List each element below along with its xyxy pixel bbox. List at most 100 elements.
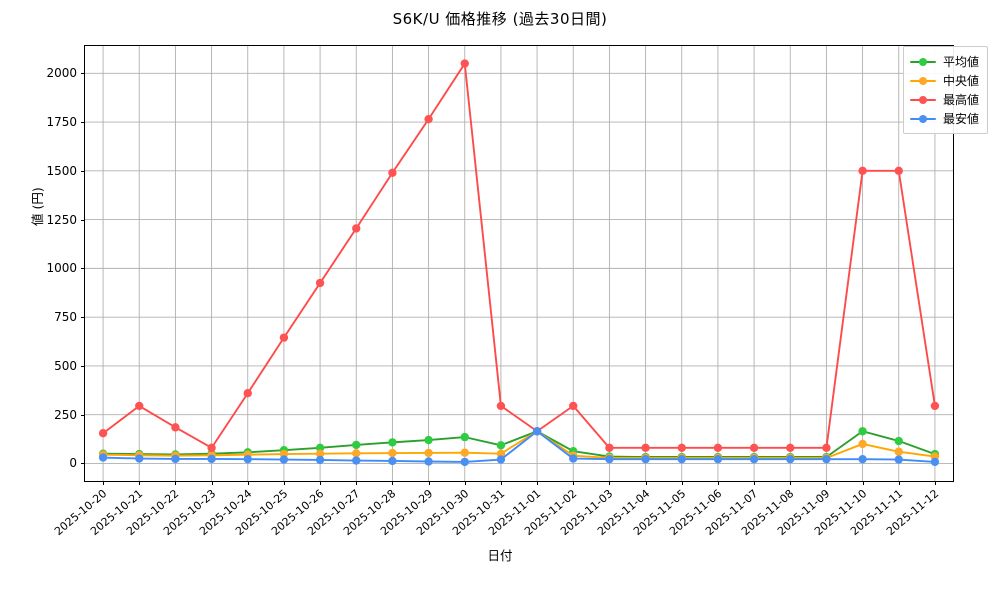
y-axis-tick-mark — [81, 268, 85, 270]
series-point — [424, 435, 433, 445]
legend-item[interactable]: 最安値 — [909, 109, 979, 128]
series-point — [243, 389, 252, 398]
series-point — [569, 454, 578, 463]
x-axis-tick-mark — [537, 481, 539, 485]
series-point — [171, 423, 180, 432]
x-axis-tick-mark — [934, 481, 936, 485]
x-axis-tick-mark — [862, 481, 864, 485]
series-point — [858, 439, 867, 449]
series-point — [605, 454, 614, 464]
y-axis-tick-mark — [81, 463, 85, 465]
legend-swatch-icon — [909, 113, 936, 125]
legend-label: 中央値 — [942, 74, 979, 88]
series-point — [388, 448, 397, 458]
y-axis-tick-label: 500 — [54, 358, 77, 373]
series-point — [930, 401, 940, 411]
series-point — [460, 448, 469, 457]
x-axis-tick-mark — [356, 481, 358, 485]
legend-label: 最安値 — [942, 112, 979, 126]
series-point — [98, 453, 108, 462]
series-point — [460, 457, 469, 467]
y-axis-tick-mark — [81, 122, 85, 124]
series-point — [171, 454, 180, 464]
legend-item[interactable]: 中央値 — [909, 71, 979, 90]
series-point — [315, 278, 325, 288]
x-axis-tick-mark — [103, 481, 105, 485]
series-point — [641, 443, 650, 453]
legend-item[interactable]: 平均値 — [909, 52, 979, 71]
series-point — [352, 224, 361, 233]
y-axis-label: 値 (円) — [30, 187, 45, 226]
y-axis-tick-mark — [81, 317, 85, 319]
series-point — [207, 454, 216, 464]
legend-swatch-icon — [909, 56, 936, 68]
x-axis-tick-mark — [139, 481, 141, 485]
series-point — [98, 429, 108, 438]
series-point — [388, 438, 397, 447]
series-point — [279, 455, 289, 464]
series-point — [713, 454, 723, 464]
series-point — [677, 443, 686, 453]
y-axis-tick-mark — [81, 170, 85, 172]
plot-area: 値 (円) 0 250 500 750 1000 1250 1500 1750 2000 2025… — [30, 45, 954, 538]
series-point — [894, 455, 903, 464]
series-point — [677, 454, 686, 464]
x-axis-tick-mark — [826, 481, 828, 485]
x-axis-tick-mark — [247, 481, 249, 485]
x-axis-tick-mark — [898, 481, 900, 485]
series-point — [424, 457, 433, 466]
x-axis-tick-mark — [573, 481, 575, 485]
series-point — [388, 168, 397, 177]
series-line — [102, 430, 936, 458]
y-axis-tick-mark — [81, 73, 85, 75]
series-point — [315, 455, 325, 465]
y-axis-tick-label: 0 — [69, 456, 77, 471]
x-axis-tick-mark — [392, 481, 394, 485]
legend-label: 最高値 — [942, 93, 979, 107]
series-point — [641, 454, 650, 464]
x-axis-tick-mark — [681, 481, 683, 485]
series-point — [460, 432, 469, 442]
series-point — [388, 456, 397, 466]
series-point — [135, 401, 144, 411]
series-point — [822, 454, 831, 464]
series-point — [786, 443, 795, 453]
y-axis-tick-label: 1000 — [46, 261, 77, 276]
chart-title: S6K/U 価格推移 (過去30日間) — [392, 10, 608, 28]
series-point — [858, 454, 867, 464]
series-point — [243, 454, 252, 464]
series-point — [496, 449, 506, 458]
series-point — [352, 440, 361, 450]
x-axis-tick-mark — [790, 481, 792, 485]
series-line — [102, 62, 936, 449]
x-axis-tick-mark — [320, 481, 322, 485]
legend-item[interactable]: 最高値 — [909, 90, 979, 109]
series-point — [315, 443, 325, 453]
series-point — [460, 59, 469, 68]
x-axis-tick-mark — [754, 481, 756, 485]
x-axis-tick-mark — [500, 481, 502, 485]
legend-label: 平均値 — [942, 55, 979, 69]
series-point — [605, 443, 614, 453]
series-point — [749, 443, 759, 453]
series-point — [135, 454, 144, 463]
series-point — [930, 457, 940, 467]
series-point — [496, 441, 506, 450]
y-axis-tick-label: 250 — [54, 407, 77, 422]
x-axis-tick-mark — [609, 481, 611, 485]
series-point — [894, 166, 903, 176]
x-axis-tick-mark — [283, 481, 285, 485]
x-axis-tick-mark — [464, 481, 466, 485]
series-point — [858, 166, 867, 176]
series-point — [496, 401, 506, 411]
y-axis-tick-mark — [81, 219, 85, 221]
y-axis-tick-label: 1500 — [46, 163, 77, 178]
series-point — [496, 455, 506, 464]
series-point — [352, 456, 361, 465]
series-line — [102, 430, 936, 463]
series-point — [822, 443, 831, 453]
y-axis-tick-label: 1250 — [46, 212, 77, 227]
legend-swatch-icon — [909, 75, 936, 87]
y-axis-tick-mark — [81, 365, 85, 367]
